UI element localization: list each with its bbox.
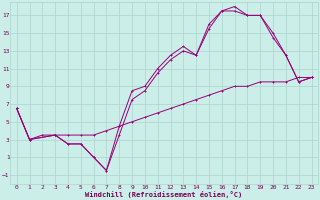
X-axis label: Windchill (Refroidissement éolien,°C): Windchill (Refroidissement éolien,°C) <box>85 191 243 198</box>
